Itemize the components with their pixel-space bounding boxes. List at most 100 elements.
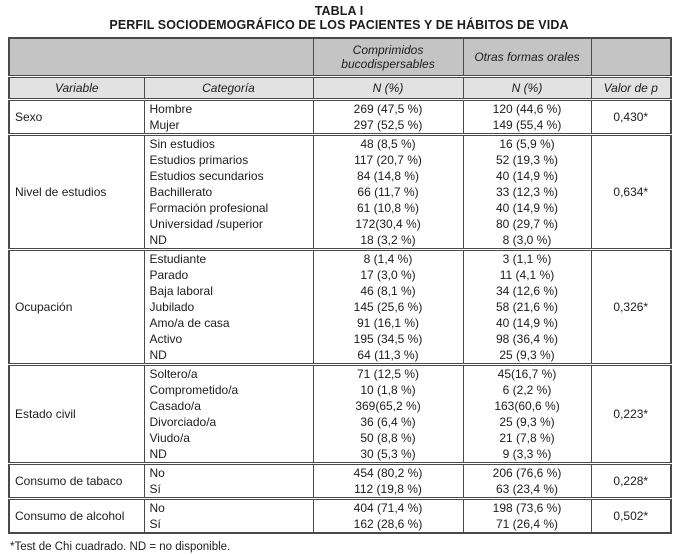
table-row: Universidad /superior 172(30,4 %) 80 (29,7… — [9, 216, 671, 232]
table-row: Bachillerato 66 (11,7 %) 33 (12,3 %) — [9, 184, 671, 200]
value-comprimidos-cell: 46 (8,1 %) — [312, 283, 464, 299]
value-otras-formas-cell: 40 (14,9 %) — [462, 315, 592, 331]
value-comprimidos-cell: 145 (25,6 %) — [312, 299, 464, 315]
category-cell: ND — [143, 347, 314, 365]
table-row: Nivel de estudios Sin estudios 48 (8,5 %) 1… — [8, 133, 672, 250]
header-otras-formas-cell: Otras formas orales — [462, 38, 592, 77]
value-comprimidos-cell: 48 (8,5 %) — [312, 133, 464, 152]
table-row: Parado 17 (3,0 %) 11 (4,1 %) — [9, 267, 671, 283]
value-otras-formas-cell: 8 (3,0 %) — [462, 232, 592, 250]
sociodemographic-table: Comprimidos bucodispersables Otras forma… — [8, 37, 672, 534]
value-comprimidos-cell: 10 (1,8 %) — [312, 382, 464, 398]
footnote: *Test de Chi cuadrado. ND = no disponibl… — [10, 541, 231, 553]
header-variable-cell: Variable — [8, 75, 145, 100]
value-otras-formas-cell: 80 (29,7 %) — [462, 216, 592, 232]
variable-group: Ocupación Estudiante 8 (1,4 %) 3 (1,1 %) 0,3… — [8, 248, 672, 365]
category-cell: Bachillerato — [143, 184, 314, 200]
value-comprimidos-cell: 91 (16,1 %) — [312, 315, 464, 331]
value-comprimidos-cell: 64 (11,3 %) — [312, 347, 464, 365]
p-value-cell: 0,326* — [590, 248, 672, 365]
variable-group: Consumo de tabaco No 454 (80,2 %) 206 (76,6… — [8, 462, 672, 499]
value-otras-formas-cell: 33 (12,3 %) — [462, 184, 592, 200]
value-otras-formas-cell: 71 (26,4 %) — [462, 516, 592, 533]
value-otras-formas-cell: 58 (21,6 %) — [462, 299, 592, 315]
value-comprimidos-cell: 195 (34,5 %) — [312, 331, 464, 347]
category-cell: Divorciado/a — [143, 414, 314, 430]
value-otras-formas-cell: 120 (44,6 %) — [462, 98, 592, 117]
table-row: ND 30 (5,3 %) 9 (3,3 %) — [9, 446, 671, 464]
category-cell: ND — [143, 232, 314, 250]
value-comprimidos-cell: 18 (3,2 %) — [312, 232, 464, 250]
category-cell: Formación profesional — [143, 200, 314, 216]
value-otras-formas-cell: 198 (73,6 %) — [462, 497, 592, 516]
category-cell: Hombre — [143, 98, 314, 117]
table-row: Sexo Hombre 269 (47,5 %) 120 (44,6 %) 0,430* — [8, 98, 672, 135]
table-row: Sí 112 (19,8 %) 63 (23,4 %) — [9, 481, 671, 499]
value-otras-formas-cell: 9 (3,3 %) — [462, 446, 592, 464]
table-row: Casado/a 369(65,2 %) 163(60,6 %) — [9, 398, 671, 414]
value-otras-formas-cell: 16 (5,9 %) — [462, 133, 592, 152]
value-comprimidos-cell: 117 (20,7 %) — [312, 152, 464, 168]
value-comprimidos-cell: 172(30,4 %) — [312, 216, 464, 232]
value-otras-formas-cell: 149 (55,4 %) — [462, 117, 592, 135]
value-otras-formas-cell: 34 (12,6 %) — [462, 283, 592, 299]
category-cell: ND — [143, 446, 314, 464]
variable-cell: Ocupación — [8, 248, 145, 365]
category-cell: Mujer — [143, 117, 314, 135]
value-comprimidos-cell: 112 (19,8 %) — [312, 481, 464, 499]
value-comprimidos-cell: 297 (52,5 %) — [312, 117, 464, 135]
value-otras-formas-cell: 11 (4,1 %) — [462, 267, 592, 283]
table-row: Comprometido/a 10 (1,8 %) 6 (2,2 %) — [9, 382, 671, 398]
table-row: Divorciado/a 36 (6,4 %) 25 (9,3 %) — [9, 414, 671, 430]
table-row: Formación profesional 61 (10,8 %) 40 (14,9… — [9, 200, 671, 216]
table-subtitle: PERFIL SOCIODEMOGRÁFICO DE LOS PACIENTES… — [109, 18, 569, 32]
value-otras-formas-cell: 21 (7,8 %) — [462, 430, 592, 446]
value-comprimidos-cell: 50 (8,8 %) — [312, 430, 464, 446]
category-cell: Parado — [143, 267, 314, 283]
category-cell: Casado/a — [143, 398, 314, 414]
category-cell: No — [143, 497, 314, 516]
p-value-cell: 0,502* — [590, 497, 672, 533]
value-otras-formas-cell: 6 (2,2 %) — [462, 382, 592, 398]
value-otras-formas-cell: 25 (9,3 %) — [462, 347, 592, 365]
value-otras-formas-cell: 52 (19,3 %) — [462, 152, 592, 168]
header-comprimidos-cell: Comprimidos bucodispersables — [312, 38, 464, 77]
category-cell: Estudios primarios — [143, 152, 314, 168]
table-row: ND 64 (11,3 %) 25 (9,3 %) — [9, 347, 671, 365]
table-row: Estudios primarios 117 (20,7 %) 52 (19,3 %… — [9, 152, 671, 168]
value-comprimidos-cell: 61 (10,8 %) — [312, 200, 464, 216]
value-otras-formas-cell: 206 (76,6 %) — [462, 462, 592, 481]
table-row: Sí 162 (28,6 %) 71 (26,4 %) — [9, 516, 671, 533]
variable-cell: Sexo — [8, 98, 145, 135]
header-columns-row: Variable Categoría N (%) N (%) Valor de … — [8, 75, 672, 100]
header-valor-p-cell: Valor de p — [590, 75, 672, 100]
value-otras-formas-cell: 40 (14,9 %) — [462, 168, 592, 184]
value-comprimidos-cell: 8 (1,4 %) — [312, 248, 464, 267]
variable-group: Estado civil Soltero/a 71 (12,5 %) 45(16,7 … — [8, 363, 672, 464]
table-title: TABLA I — [314, 4, 364, 18]
table-row: ND 18 (3,2 %) 8 (3,0 %) — [9, 232, 671, 250]
category-cell: Soltero/a — [143, 363, 314, 382]
category-cell: Estudiante — [143, 248, 314, 267]
value-comprimidos-cell: 454 (80,2 %) — [312, 462, 464, 481]
table-row: Activo 195 (34,5 %) 98 (36,4 %) — [9, 331, 671, 347]
category-cell: Universidad /superior — [143, 216, 314, 232]
category-cell: Comprometido/a — [143, 382, 314, 398]
header-categoria-cell: Categoría — [143, 75, 314, 100]
header-empty-left-cell — [8, 38, 314, 77]
value-otras-formas-cell: 163(60,6 %) — [462, 398, 592, 414]
category-cell: Viudo/a — [143, 430, 314, 446]
value-otras-formas-cell: 40 (14,9 %) — [462, 200, 592, 216]
table-row: Baja laboral 46 (8,1 %) 34 (12,6 %) — [9, 283, 671, 299]
table-row: Estado civil Soltero/a 71 (12,5 %) 45(16,7 … — [8, 363, 672, 464]
p-value-cell: 0,430* — [590, 98, 672, 135]
variable-group: Consumo de alcohol No 404 (71,4 %) 198 (73,… — [8, 497, 672, 533]
category-cell: Activo — [143, 331, 314, 347]
p-value-cell: 0,228* — [590, 462, 672, 499]
value-comprimidos-cell: 17 (3,0 %) — [312, 267, 464, 283]
category-cell: Amo/a de casa — [143, 315, 314, 331]
variable-cell: Nivel de estudios — [8, 133, 145, 250]
p-value-cell: 0,634* — [590, 133, 672, 250]
value-otras-formas-cell: 3 (1,1 %) — [462, 248, 592, 267]
value-otras-formas-cell: 98 (36,4 %) — [462, 331, 592, 347]
